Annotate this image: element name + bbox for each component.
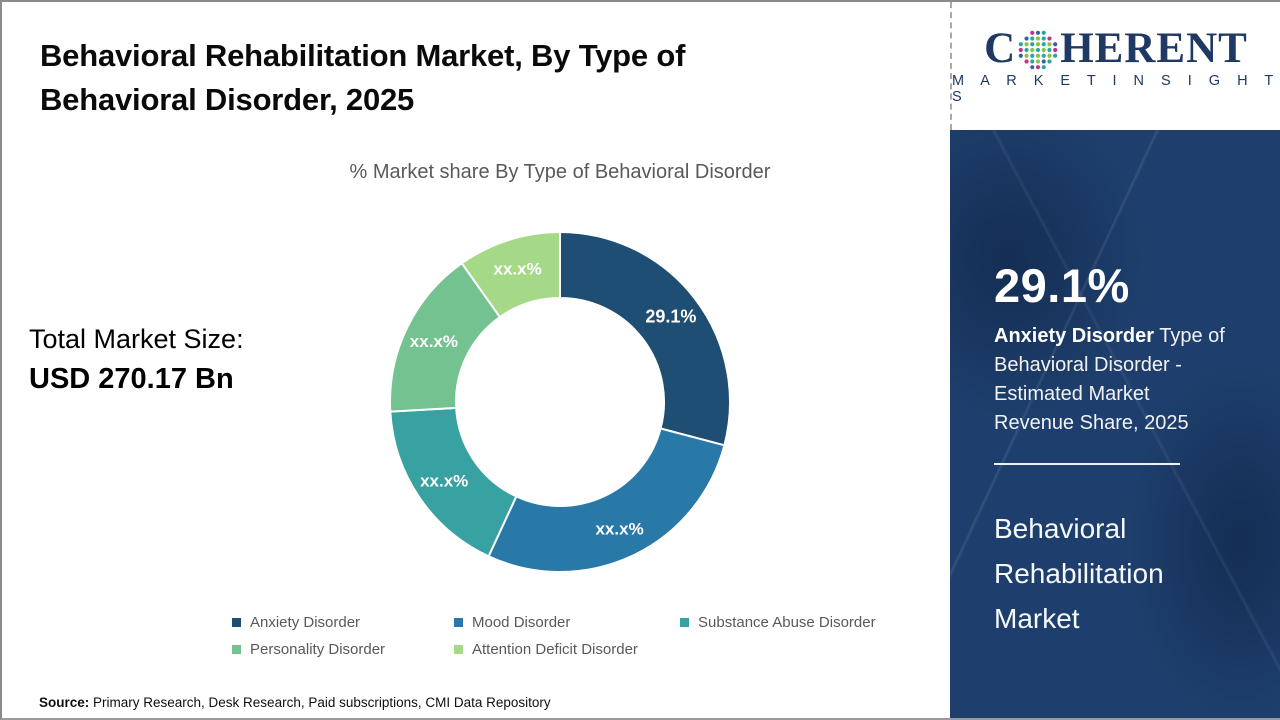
total-market-size-label: Total Market Size:: [29, 324, 244, 354]
chart-subtitle: % Market share By Type of Behavioral Dis…: [349, 161, 771, 183]
donut-label-mood-disorder: xx.x%: [595, 520, 643, 539]
highlight-stat-segment: Anxiety Disorder: [994, 325, 1155, 347]
source-label: Source:: [39, 695, 90, 710]
logo-letters-rest: HERENT: [1060, 25, 1248, 72]
donut-label-substance-abuse-disorder: xx.x%: [420, 472, 468, 491]
legend-swatch-personality-disorder: [232, 645, 241, 654]
donut-chart: 29.1% xx.x% xx.x% xx.x% xx.x%: [389, 230, 731, 573]
legend-swatch-attention-deficit-disorder: [454, 645, 463, 654]
donut-label-attention-deficit-disorder: xx.x%: [493, 260, 541, 279]
highlight-panel: 29.1% Anxiety Disorder Type of Behaviora…: [950, 130, 1280, 718]
legend-item-attention-deficit-disorder: Attention Deficit Disorder: [454, 641, 680, 658]
legend-swatch-anxiety-disorder: [232, 618, 241, 627]
coherent-logo: C HERENT M A R K E T I N S I G H T S: [950, 2, 1280, 130]
total-market-size-value: USD 270.17 Bn: [29, 363, 234, 395]
logo-subtitle: M A R K E T I N S I G H T S: [952, 73, 1280, 105]
logo-letter-c: C: [984, 25, 1017, 72]
donut-slice-attention-deficit-disorder: [460, 230, 561, 319]
page-title-line2: Behavioral Disorder, 2025: [40, 82, 415, 117]
legend-item-substance-abuse-disorder: Substance Abuse Disorder: [680, 614, 876, 631]
donut-label-anxiety-disorder: 29.1%: [645, 307, 696, 327]
total-market-size-block: Total Market Size: USD 270.17 Bn: [29, 324, 244, 396]
logo-wordmark: C HERENT: [984, 27, 1248, 70]
source-line: Source: Primary Research, Desk Research,…: [39, 695, 551, 710]
panel-divider: [994, 463, 1180, 465]
highlight-stat-value: 29.1%: [994, 259, 1130, 312]
donut-slice-mood-disorder: [487, 427, 726, 573]
highlight-stat-rest: Type of Behavioral Disorder - Estimated …: [994, 325, 1225, 434]
main-content-area: Behavioral Rehabilitation Market, By Typ…: [2, 2, 950, 718]
legend-swatch-mood-disorder: [454, 618, 463, 627]
chart-legend: Anxiety Disorder Mood Disorder Substance A…: [232, 614, 876, 658]
legend-label-mood-disorder: Mood Disorder: [472, 614, 571, 631]
legend-label-personality-disorder: Personality Disorder: [250, 641, 386, 658]
page-title-line1: Behavioral Rehabilitation Market, By Typ…: [40, 38, 686, 73]
legend-item-anxiety-disorder: Anxiety Disorder: [232, 614, 454, 631]
panel-market-name: Behavioral Rehabilitation Market: [994, 513, 1164, 634]
donut-label-personality-disorder: xx.x%: [410, 332, 458, 351]
legend-label-anxiety-disorder: Anxiety Disorder: [250, 614, 361, 631]
legend-label-substance-abuse-disorder: Substance Abuse Disorder: [698, 614, 876, 631]
legend-item-mood-disorder: Mood Disorder: [454, 614, 680, 631]
brand-column: C HERENT M A R K E T I N S I G H T S: [950, 2, 1280, 718]
donut-slice-anxiety-disorder: [559, 230, 731, 447]
page-title: Behavioral Rehabilitation Market, By Typ…: [40, 34, 880, 122]
coherent-globe-icon: [1018, 30, 1058, 69]
legend-label-attention-deficit-disorder: Attention Deficit Disorder: [472, 641, 638, 658]
highlight-stat-description: Anxiety Disorder Type of Behavioral Diso…: [994, 322, 1229, 438]
source-text: Primary Research, Desk Research, Paid su…: [89, 695, 551, 710]
legend-item-personality-disorder: Personality Disorder: [232, 641, 454, 658]
legend-swatch-substance-abuse-disorder: [680, 618, 689, 627]
